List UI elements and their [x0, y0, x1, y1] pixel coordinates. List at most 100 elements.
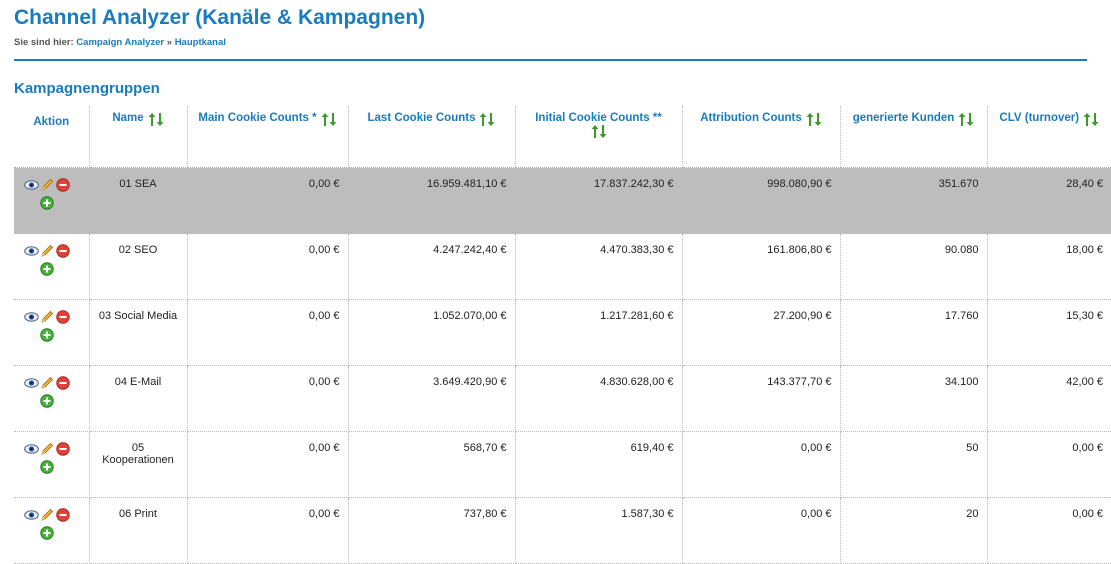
row-actions-wrap	[18, 376, 84, 411]
delete-icon[interactable]	[56, 310, 70, 324]
col-header-attribution-label[interactable]: Attribution Counts	[700, 112, 802, 124]
col-header-clv[interactable]: CLV (turnover)	[987, 106, 1111, 168]
edit-icon[interactable]	[40, 376, 54, 390]
cell-main: 0,00 €	[187, 365, 349, 432]
col-header-name[interactable]: Name	[89, 106, 188, 168]
table-row[interactable]: 02 SEO 0,00 €4.247.242,40 €4.470.383,30 €…	[14, 233, 1111, 300]
col-header-name-label[interactable]: Name	[112, 112, 144, 124]
breadcrumb-link-hauptkanal[interactable]: Hauptkanal	[174, 37, 226, 48]
cell-kunden: 20	[840, 497, 988, 564]
sort-icon[interactable]	[321, 112, 337, 127]
add-icon[interactable]	[40, 262, 54, 276]
row-actions-top	[24, 508, 84, 522]
row-actions-wrap	[18, 178, 84, 213]
cell-name: 02 SEO	[89, 233, 188, 300]
row-actions	[14, 431, 90, 498]
edit-icon[interactable]	[40, 442, 54, 456]
breadcrumb-separator: »	[166, 37, 173, 48]
row-actions-top	[24, 376, 84, 390]
delete-icon[interactable]	[56, 508, 70, 522]
view-icon[interactable]	[24, 442, 40, 456]
col-header-initial-cookie[interactable]: Initial Cookie Counts **	[515, 106, 683, 168]
cell-last: 1.052.070,00 €	[348, 299, 516, 366]
sort-icon[interactable]	[148, 112, 164, 127]
col-header-last-cookie[interactable]: Last Cookie Counts	[348, 106, 516, 168]
edit-icon[interactable]	[40, 310, 54, 324]
cell-clv: 18,00 €	[987, 233, 1111, 300]
col-header-main-cookie-label[interactable]: Main Cookie Counts *	[198, 112, 317, 124]
view-icon[interactable]	[24, 178, 40, 192]
cell-main: 0,00 €	[187, 431, 349, 498]
cell-kunden: 50	[840, 431, 988, 498]
delete-icon[interactable]	[56, 376, 70, 390]
edit-icon[interactable]	[40, 244, 54, 258]
row-actions-top	[24, 244, 84, 258]
cell-initial: 4.470.383,30 €	[515, 233, 683, 300]
delete-icon[interactable]	[56, 244, 70, 258]
cell-last: 737,80 €	[348, 497, 516, 564]
add-icon[interactable]	[40, 526, 54, 540]
view-icon[interactable]	[24, 310, 40, 324]
row-actions	[14, 299, 90, 366]
row-actions-top	[24, 310, 84, 324]
view-icon[interactable]	[24, 376, 40, 390]
delete-icon[interactable]	[56, 178, 70, 192]
breadcrumb-link-campaign-analyzer[interactable]: Campaign Analyzer	[76, 37, 165, 48]
add-icon[interactable]	[40, 460, 54, 474]
table-row[interactable]: 04 E-Mail 0,00 €3.649.420,90 €4.830.628,0…	[14, 365, 1111, 432]
cell-main: 0,00 €	[187, 299, 349, 366]
row-actions-wrap	[18, 508, 84, 543]
sort-icon[interactable]	[591, 124, 607, 139]
cell-initial: 17.837.242,30 €	[515, 167, 683, 234]
col-header-attribution[interactable]: Attribution Counts	[682, 106, 841, 168]
cell-attribution: 27.200,90 €	[682, 299, 841, 366]
row-actions	[14, 167, 90, 234]
cell-initial: 619,40 €	[515, 431, 683, 498]
cell-attribution: 161.806,80 €	[682, 233, 841, 300]
col-header-last-cookie-label[interactable]: Last Cookie Counts	[367, 112, 476, 124]
table-row[interactable]: 05 Kooperationen 0,00 €568,70 €619,40 €0,…	[14, 431, 1111, 498]
cell-clv: 42,00 €	[987, 365, 1111, 432]
row-actions-wrap	[18, 442, 84, 477]
breadcrumb: Sie sind hier: Campaign Analyzer » Haupt…	[14, 37, 226, 48]
row-actions-bottom	[24, 526, 84, 543]
cell-kunden: 351.670	[840, 167, 988, 234]
col-header-kunden[interactable]: generierte Kunden	[840, 106, 988, 168]
sort-icon[interactable]	[479, 112, 495, 127]
cell-initial: 4.830.628,00 €	[515, 365, 683, 432]
cell-kunden: 34.100	[840, 365, 988, 432]
sort-icon[interactable]	[806, 112, 822, 127]
cell-name: 01 SEA	[89, 167, 188, 234]
section-title: Kampagnengruppen	[14, 80, 160, 97]
col-header-main-cookie[interactable]: Main Cookie Counts *	[187, 106, 349, 168]
cell-last: 568,70 €	[348, 431, 516, 498]
breadcrumb-prefix: Sie sind hier:	[14, 37, 74, 48]
cell-attribution: 143.377,70 €	[682, 365, 841, 432]
sort-icon[interactable]	[1083, 112, 1099, 127]
cell-kunden: 17.760	[840, 299, 988, 366]
col-header-initial-cookie-label[interactable]: Initial Cookie Counts **	[535, 112, 662, 124]
cell-attribution: 0,00 €	[682, 497, 841, 564]
cell-last: 3.649.420,90 €	[348, 365, 516, 432]
row-actions	[14, 365, 90, 432]
view-icon[interactable]	[24, 244, 40, 258]
cell-name: 04 E-Mail	[89, 365, 188, 432]
cell-clv: 0,00 €	[987, 497, 1111, 564]
row-actions-wrap	[18, 310, 84, 345]
edit-icon[interactable]	[40, 508, 54, 522]
delete-icon[interactable]	[56, 442, 70, 456]
table-row[interactable]: 03 Social Media 0,00 €1.052.070,00 €1.217…	[14, 299, 1111, 366]
cell-attribution: 0,00 €	[682, 431, 841, 498]
row-actions-bottom	[24, 394, 84, 411]
table-row[interactable]: 06 Print 0,00 €737,80 €1.587,30 €0,00 €20…	[14, 497, 1111, 564]
cell-kunden: 90.080	[840, 233, 988, 300]
add-icon[interactable]	[40, 328, 54, 342]
col-header-kunden-label[interactable]: generierte Kunden	[852, 112, 955, 124]
sort-icon[interactable]	[958, 112, 974, 127]
col-header-clv-label[interactable]: CLV (turnover)	[999, 112, 1080, 124]
add-icon[interactable]	[40, 394, 54, 408]
view-icon[interactable]	[24, 508, 40, 522]
edit-icon[interactable]	[40, 178, 54, 192]
table-row[interactable]: 01 SEA 0,00 €16.959.481,10 €17.837.242,30…	[14, 167, 1111, 234]
add-icon[interactable]	[40, 196, 54, 210]
